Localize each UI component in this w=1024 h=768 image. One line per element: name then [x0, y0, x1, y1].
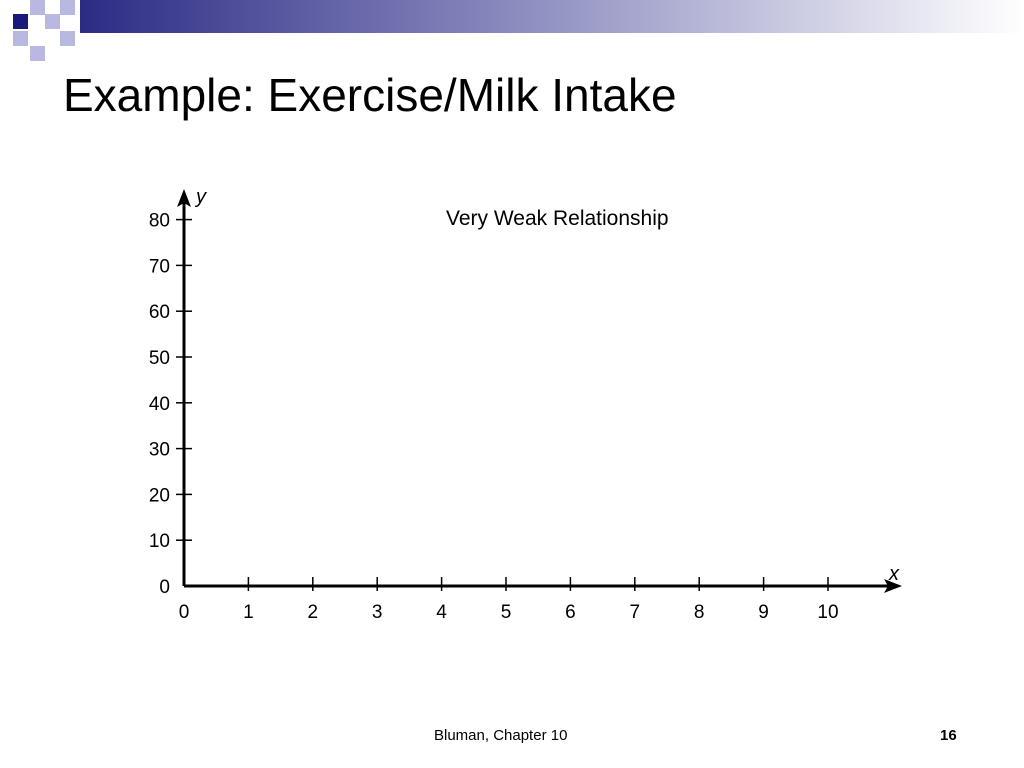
y-tick-label: 70 — [149, 256, 170, 277]
y-tick-label: 20 — [149, 485, 170, 506]
x-tick-label: 8 — [694, 602, 705, 623]
y-tick-label: 60 — [149, 302, 170, 323]
x-tick-label: 1 — [243, 602, 254, 623]
y-axis-arrow — [177, 189, 191, 207]
header-banner — [0, 0, 1024, 33]
x-tick-label: 0 — [179, 602, 190, 623]
y-axis-label: y — [194, 186, 207, 208]
page-title: Example: Exercise/Milk Intake — [63, 69, 677, 121]
y-tick-label: 0 — [159, 577, 170, 598]
y-tick-label: 40 — [149, 394, 170, 415]
x-tick-label: 7 — [630, 602, 641, 623]
x-tick-label: 10 — [817, 602, 838, 623]
x-axis-label: x — [888, 563, 900, 585]
x-axis-arrow — [884, 579, 902, 593]
x-tick-label: 3 — [372, 602, 383, 623]
y-tick-label: 30 — [149, 440, 170, 461]
y-tick-label: 10 — [149, 531, 170, 552]
y-tick-label: 80 — [149, 211, 170, 232]
x-tick-label: 2 — [308, 602, 319, 623]
x-tick-label: 4 — [436, 602, 447, 623]
y-tick-label: 50 — [149, 348, 170, 369]
chart-annotation: Very Weak Relationship — [446, 207, 669, 230]
decorative-squares — [0, 0, 80, 61]
x-tick-label: 9 — [758, 602, 769, 623]
x-tick-label: 6 — [565, 602, 576, 623]
page-number: 16 — [940, 727, 957, 744]
x-tick-label: 5 — [501, 602, 512, 623]
footer-text: Bluman, Chapter 10 — [434, 727, 568, 744]
